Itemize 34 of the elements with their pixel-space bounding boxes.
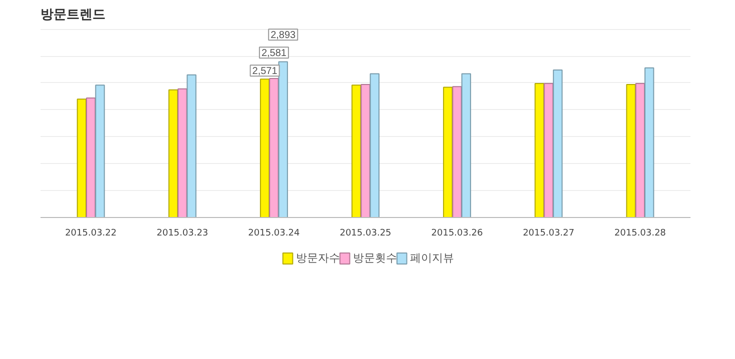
bar — [443, 86, 453, 218]
bar — [278, 61, 288, 218]
data-label: 2,893 — [270, 30, 296, 42]
bar — [534, 82, 544, 218]
bar — [626, 84, 636, 218]
bar — [360, 84, 370, 218]
legend-label: 방문자수 — [296, 252, 340, 264]
bar — [178, 88, 188, 218]
data-label: 2,581 — [261, 48, 287, 60]
x-tick-label: 2015.03.26 — [431, 228, 484, 238]
x-tick-label: 2015.03.23 — [156, 228, 208, 238]
bar — [86, 97, 96, 218]
bar — [95, 84, 105, 218]
bar — [552, 70, 563, 218]
x-tick-label: 2015.03.27 — [522, 228, 574, 238]
bar — [544, 82, 554, 218]
x-tick-label: 2015.03.25 — [340, 228, 392, 238]
x-tick-label: 2015.03.22 — [65, 228, 117, 238]
bar — [452, 86, 462, 218]
bar — [186, 74, 196, 218]
bar — [260, 78, 270, 218]
bar — [461, 73, 472, 218]
x-tick-label: 2015.03.24 — [248, 228, 300, 238]
x-tick-label: 2015.03.28 — [614, 228, 666, 238]
bar — [635, 82, 645, 218]
bar — [370, 73, 380, 218]
bar — [351, 84, 362, 218]
bar — [168, 89, 178, 218]
bar — [76, 98, 87, 218]
bar — [644, 67, 654, 218]
legend-label: 방문횟수 — [352, 252, 397, 264]
chart-title: 방문트렌드 — [40, 8, 106, 22]
legend-label: 페이지뷰 — [410, 252, 454, 264]
data-label: 2,571 — [252, 66, 278, 78]
